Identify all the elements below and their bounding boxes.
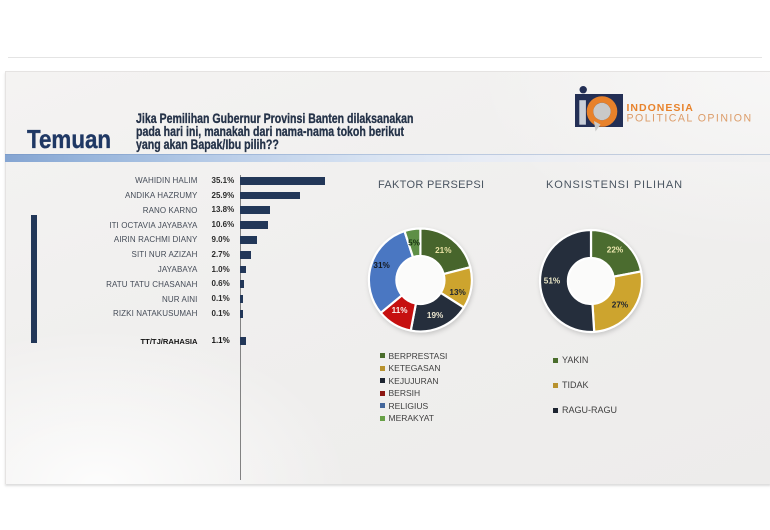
svg-text:5%: 5%: [408, 239, 421, 248]
svg-text:22%: 22%: [607, 245, 624, 254]
svg-text:21%: 21%: [435, 246, 452, 255]
svg-text:51%: 51%: [544, 276, 561, 285]
svg-text:13%: 13%: [449, 288, 466, 297]
svg-text:POLITICAL OPINION: POLITICAL OPINION: [627, 113, 753, 125]
svg-text:31%: 31%: [373, 261, 390, 270]
svg-text:19%: 19%: [427, 311, 444, 320]
svg-text:INDONESIA: INDONESIA: [627, 102, 694, 114]
svg-text:11%: 11%: [392, 306, 409, 315]
svg-text:27%: 27%: [612, 300, 629, 309]
